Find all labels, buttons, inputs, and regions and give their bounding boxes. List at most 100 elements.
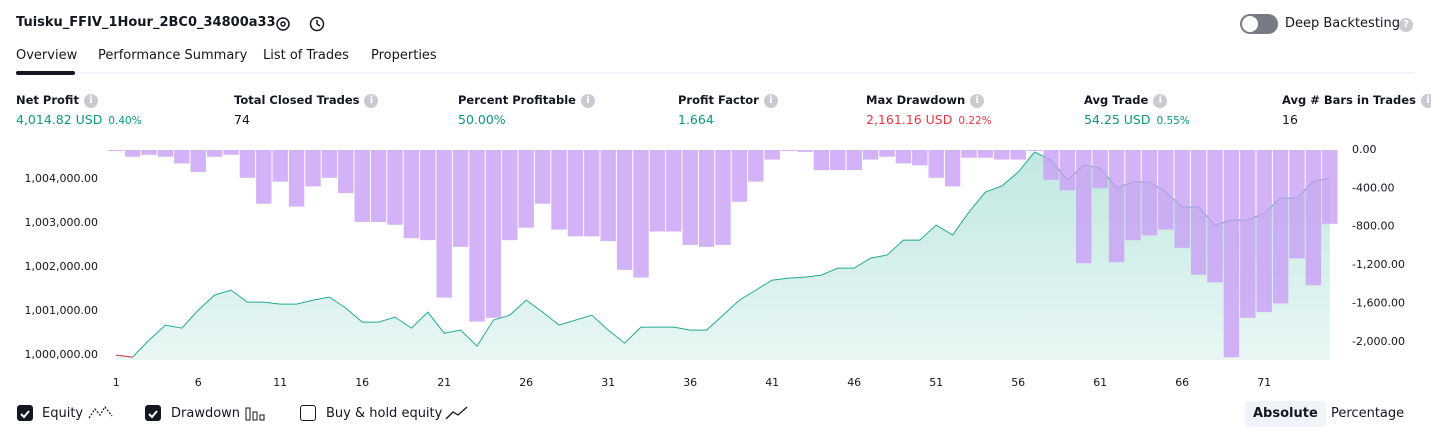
- bar: [157, 150, 174, 157]
- x-tick-label: 16: [355, 376, 369, 389]
- y2-tick-label: -800.00: [1352, 220, 1394, 233]
- stat-value-text: 74: [234, 112, 250, 127]
- mode-button[interactable]: Absolute: [1245, 401, 1326, 427]
- info-icon[interactable]: i: [580, 94, 595, 108]
- bar: [272, 150, 288, 182]
- chart: 1,000,000.00 1,001,000.00 1,002,000.00 1,00…: [25, 143, 1405, 389]
- tab-underline: [16, 71, 75, 75]
- bar: [616, 150, 633, 270]
- bar: [1076, 150, 1092, 264]
- x-tick-label: 56: [1011, 376, 1025, 389]
- stat-value: 74: [234, 112, 250, 127]
- y-tick-label: 1,000,000.00: [25, 348, 98, 361]
- bar: [403, 150, 420, 239]
- tab[interactable]: Performance Summary: [98, 48, 248, 63]
- info-icon[interactable]: i: [1420, 94, 1431, 108]
- mode-button[interactable]: Percentage: [1331, 406, 1405, 421]
- tab[interactable]: List of Trades: [263, 48, 349, 63]
- legend-buy-hold[interactable]: Buy & hold equity: [326, 406, 443, 421]
- bar: [731, 150, 748, 202]
- bar: [469, 150, 485, 322]
- tab[interactable]: Overview: [16, 48, 78, 63]
- check-mark: [148, 410, 158, 419]
- bar: [928, 150, 944, 178]
- bar: [502, 150, 518, 241]
- equity-icon: [88, 405, 113, 419]
- x-tick-label: 46: [847, 376, 861, 389]
- tab-divider: [16, 72, 1415, 74]
- y2-tick-label: 0.00: [1352, 143, 1377, 156]
- bar: [584, 150, 600, 237]
- stat-label-text: Percent Profitable: [458, 93, 576, 107]
- bar: [485, 150, 502, 318]
- bar: [288, 150, 305, 207]
- drawdown-checkbox[interactable]: [145, 405, 161, 421]
- bar: [354, 150, 370, 222]
- stat-value-text: 4,014.82 USD: [16, 112, 103, 127]
- drawdown-icon: [245, 407, 265, 421]
- stat-label: Percent Profitable i: [458, 93, 595, 108]
- y2-tick-label: -2,000.00: [1352, 335, 1405, 348]
- stat-percent: 0.40%: [108, 115, 142, 127]
- bar: [1223, 150, 1240, 358]
- bar: [141, 150, 157, 155]
- bar: [124, 150, 141, 157]
- y2-tick-label: -1,600.00: [1352, 296, 1405, 309]
- equity-loss-segment: [116, 354, 133, 358]
- stat-percent: 0.22%: [958, 115, 992, 127]
- x-tick-label: 61: [1093, 376, 1107, 389]
- info-icon[interactable]: i: [1153, 94, 1168, 108]
- stat-value-text: 50.00%: [458, 112, 506, 127]
- bar: [961, 150, 977, 158]
- bar: [239, 150, 256, 178]
- tab[interactable]: Properties: [371, 48, 437, 63]
- x-tick-label: 51: [929, 376, 943, 389]
- bar: [1010, 150, 1026, 160]
- stat-value: 50.00%: [458, 112, 506, 127]
- equity-checkbox[interactable]: [17, 405, 33, 421]
- x-tick-label: 6: [195, 376, 202, 389]
- stat-percent: 0.55%: [1156, 115, 1190, 127]
- bar: [649, 150, 666, 232]
- y2-tick-label: -400.00: [1352, 181, 1394, 194]
- stat-value-text: 54.25 USD: [1084, 112, 1151, 127]
- bar: [518, 150, 534, 228]
- stat-value-text: 1.664: [678, 112, 714, 127]
- x-tick-label: 1: [113, 376, 120, 389]
- bar: [748, 150, 764, 182]
- info-icon[interactable]: i: [970, 94, 985, 108]
- bar: [698, 150, 715, 247]
- stat-label: Max Drawdown i: [866, 93, 985, 108]
- info-icon[interactable]: i: [364, 94, 379, 108]
- y-tick-label: 1,002,000.00: [25, 260, 98, 273]
- buy-hold-checkbox[interactable]: [300, 405, 316, 421]
- stat-label: Avg Trade i: [1084, 93, 1168, 108]
- x-tick-label: 26: [519, 376, 533, 389]
- bar: [1141, 150, 1158, 236]
- deep-backtesting-toggle[interactable]: [1240, 14, 1278, 34]
- bar: [420, 150, 436, 241]
- bar: [534, 150, 551, 204]
- bar: [321, 150, 338, 178]
- legend-drawdown[interactable]: Drawdown: [171, 406, 241, 421]
- bar: [666, 150, 682, 232]
- legend-equity[interactable]: Equity: [42, 406, 84, 421]
- toggle-knob: [1242, 16, 1258, 32]
- info-icon[interactable]: i: [763, 94, 778, 108]
- bar: [1043, 150, 1059, 180]
- stat-label: Avg # Bars in Trades i: [1282, 93, 1431, 108]
- bar: [633, 150, 649, 278]
- info-icon[interactable]: i: [83, 94, 98, 108]
- header-icons: [276, 16, 325, 32]
- bar: [305, 150, 321, 187]
- check-mark: [20, 410, 30, 419]
- bar: [813, 150, 830, 171]
- stat-label-text: Avg Trade: [1084, 93, 1149, 107]
- stat-value: 1.664: [678, 112, 714, 127]
- y-tick-label: 1,003,000.00: [25, 216, 98, 229]
- bar: [1092, 150, 1108, 189]
- help-icon[interactable]: ?: [1399, 18, 1413, 32]
- stat-label-text: Net Profit: [16, 93, 79, 107]
- x-tick-label: 36: [683, 376, 697, 389]
